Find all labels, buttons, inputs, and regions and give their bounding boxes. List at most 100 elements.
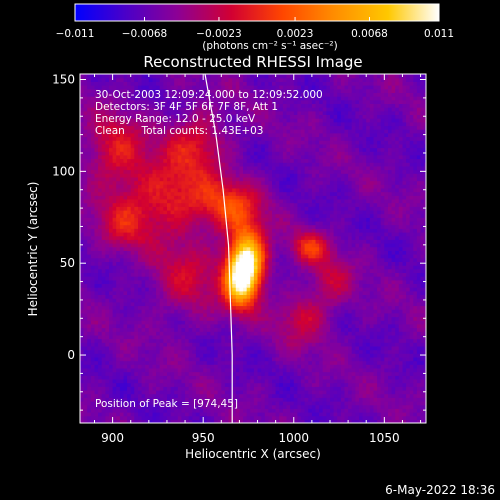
heatmap-cell <box>87 103 92 108</box>
heatmap-cell <box>228 382 233 387</box>
heatmap-cell <box>177 154 182 160</box>
heatmap-cell <box>112 419 117 423</box>
heatmap-cell <box>243 206 248 211</box>
heatmap-cell <box>109 110 114 115</box>
heatmap-cell <box>264 232 269 237</box>
heatmap-cell <box>253 397 259 402</box>
heatmap-cell <box>101 232 106 237</box>
heatmap-cell <box>264 349 269 354</box>
heatmap-cell <box>141 81 146 86</box>
heatmap-cell <box>156 265 161 270</box>
heatmap-cell <box>116 110 121 115</box>
heatmap-cell <box>217 220 222 226</box>
heatmap-cell <box>90 408 96 413</box>
heatmap-cell <box>232 419 237 423</box>
heatmap-cell <box>195 121 201 127</box>
heatmap-cell <box>167 287 172 292</box>
heatmap-cell <box>246 99 251 104</box>
heatmap-cell <box>228 136 233 141</box>
heatmap-cell <box>152 378 157 384</box>
heatmap-cell <box>87 176 92 182</box>
heatmap-cell <box>239 232 244 237</box>
heatmap-cell <box>217 107 222 112</box>
heatmap-cell <box>192 419 197 423</box>
heatmap-cell <box>181 187 186 193</box>
heatmap-cell <box>235 404 240 409</box>
heatmap-cell <box>130 305 135 310</box>
heatmap-cell <box>145 85 150 90</box>
heatmap-cell <box>210 217 215 222</box>
heatmap-cell <box>210 360 215 365</box>
heatmap-cell <box>87 367 92 373</box>
heatmap-cell <box>257 375 262 380</box>
heatmap-cell <box>246 147 251 152</box>
heatmap-cell <box>152 331 157 336</box>
heatmap-cell <box>177 294 182 299</box>
heatmap-cell <box>185 279 190 284</box>
heatmap-cell <box>101 140 106 145</box>
heatmap-cell <box>214 356 219 362</box>
heatmap-cell <box>253 290 259 295</box>
heatmap-cell <box>138 187 143 193</box>
heatmap-cell <box>264 290 269 295</box>
heatmap-cell <box>123 342 128 347</box>
heatmap-cell <box>188 389 193 395</box>
heatmap-cell <box>177 257 182 262</box>
heatmap-cell <box>130 110 135 115</box>
heatmap-cell <box>210 312 215 318</box>
heatmap-cell <box>203 228 208 233</box>
heatmap-cell <box>159 408 164 413</box>
heatmap-cell <box>156 209 161 215</box>
heatmap-cell <box>174 99 179 104</box>
heatmap-cell <box>174 345 179 351</box>
heatmap-cell <box>163 220 168 226</box>
colorbar-tick-label: −0.011 <box>56 28 95 40</box>
heatmap-cell <box>174 257 179 262</box>
heatmap-cell <box>105 279 110 284</box>
heatmap-cell <box>109 136 114 141</box>
heatmap-cell <box>159 419 164 423</box>
heatmap-cell <box>199 404 204 409</box>
heatmap-cell <box>98 77 103 82</box>
heatmap-cell <box>98 254 103 259</box>
heatmap-cell <box>163 140 168 145</box>
heatmap-cell <box>167 232 172 237</box>
heatmap-cell <box>250 404 255 409</box>
heatmap-cell <box>163 136 168 141</box>
heatmap-cell <box>261 349 266 354</box>
heatmap-cell <box>123 85 128 90</box>
heatmap-cell <box>119 209 125 215</box>
heatmap-cell <box>228 246 233 251</box>
heatmap-cell <box>253 301 259 307</box>
heatmap-cell <box>167 243 172 248</box>
heatmap-cell <box>181 316 186 321</box>
heatmap-cell <box>112 187 117 193</box>
heatmap-cell <box>217 353 222 358</box>
heatmap-cell <box>156 220 161 226</box>
heatmap-cell <box>235 378 240 384</box>
heatmap-cell <box>156 338 161 343</box>
heatmap-cell <box>217 198 222 204</box>
heatmap-cell <box>145 294 150 299</box>
heatmap-cell <box>192 353 197 358</box>
heatmap-cell <box>268 378 273 384</box>
heatmap-cell <box>246 301 251 307</box>
heatmap-cell <box>261 180 266 185</box>
heatmap-cell <box>195 191 201 196</box>
heatmap-cell <box>119 323 125 329</box>
heatmap-cell <box>264 309 269 314</box>
heatmap-cell <box>246 323 251 329</box>
heatmap-cell <box>156 176 161 182</box>
heatmap-cell <box>257 213 262 218</box>
heatmap-cell <box>152 371 157 376</box>
heatmap-cell <box>174 121 179 127</box>
heatmap-cell <box>156 125 161 130</box>
heatmap-cell <box>87 92 92 97</box>
heatmap-cell <box>174 103 179 108</box>
heatmap-cell <box>203 88 208 93</box>
heatmap-cell <box>195 77 201 82</box>
heatmap-cell <box>257 224 262 229</box>
heatmap-cell <box>192 99 197 104</box>
heatmap-cell <box>83 250 88 255</box>
heatmap-cell <box>167 169 172 174</box>
